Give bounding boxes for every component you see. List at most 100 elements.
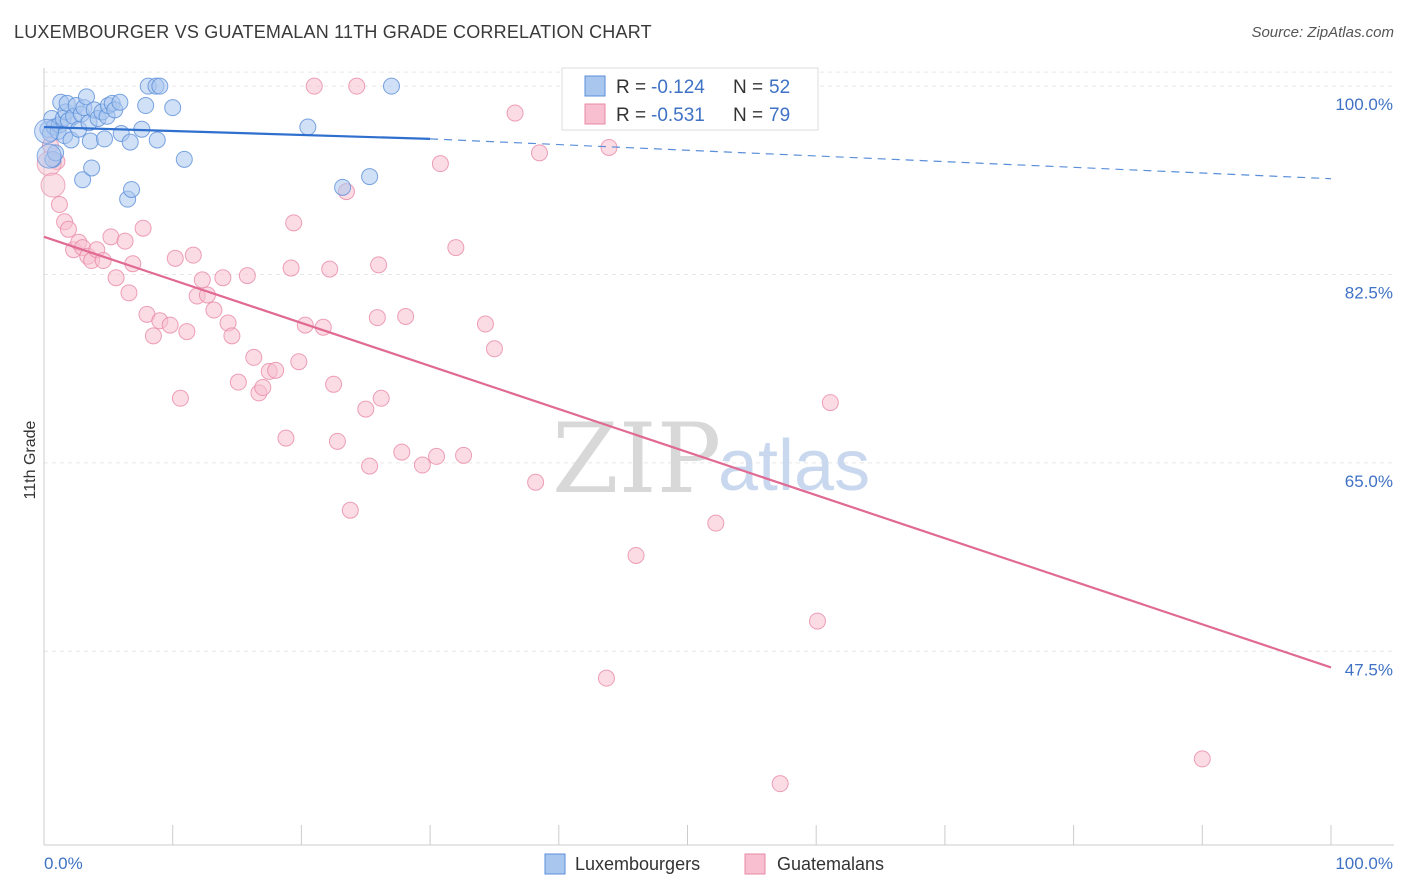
luxembourgers-point <box>382 77 400 95</box>
legend-n-value-1: 52 <box>769 77 790 98</box>
luxembourgers-point <box>77 88 95 106</box>
guatemalans-point <box>328 432 346 450</box>
legend: R = -0.124 N = 52 R = -0.531 N = 79 <box>561 67 819 131</box>
x-tick-labels: 0.0% 100.0% <box>44 854 1393 873</box>
guatemalans-point <box>214 269 232 287</box>
guatemalans-point <box>102 228 120 246</box>
luxembourgers-point <box>361 168 379 186</box>
legend-n-value-2: 79 <box>769 105 790 126</box>
guatemalans-point <box>348 77 366 95</box>
legend-swatch-luxembourgers <box>584 75 606 97</box>
guatemalans-point <box>455 446 473 464</box>
guatemalans-point <box>393 443 411 461</box>
guatemalans-point-large <box>40 172 66 198</box>
guatemalans-point <box>368 309 386 327</box>
guatemalans-point <box>431 155 449 173</box>
legend-r-value-1: -0.124 <box>651 77 705 98</box>
guatemalans-point <box>707 514 725 532</box>
guatemalans-point <box>290 353 308 371</box>
trend-guatemalans <box>43 235 1332 669</box>
guatemalans-point <box>527 473 545 491</box>
bottom-legend: Luxembourgers Guatemalans <box>544 853 884 875</box>
guatemalans-point <box>229 373 247 391</box>
luxembourgers-point <box>164 99 182 117</box>
guatemalans-point <box>161 316 179 334</box>
luxembourgers-point-large <box>34 118 60 144</box>
bottom-legend-guatemalans: Guatemalans <box>777 854 884 874</box>
guatemalans-point <box>238 267 256 285</box>
guatemalans-point <box>597 669 615 687</box>
y-tick-label-2: 65.0% <box>1345 472 1393 491</box>
guatemalans-point <box>771 775 789 793</box>
luxembourgers-point <box>81 132 99 150</box>
guatemalans-point <box>397 307 415 325</box>
guatemalans-point <box>447 239 465 257</box>
series-luxembourgers <box>34 77 400 208</box>
guatemalans-point <box>357 400 375 418</box>
guatemalans-point <box>361 457 379 475</box>
luxembourgers-point <box>148 131 166 149</box>
y-tick-label-0: 100.0% <box>1335 95 1393 114</box>
luxembourgers-point <box>151 77 169 95</box>
guatemalans-point <box>193 271 211 289</box>
guatemalans-point <box>166 249 184 267</box>
x-tick-label-1: 100.0% <box>1335 854 1393 873</box>
guatemalans-point <box>277 429 295 447</box>
guatemalans-point <box>476 315 494 333</box>
guatemalans-point <box>305 77 323 95</box>
trend-lines <box>43 125 1332 669</box>
guatemalans-point <box>178 323 196 341</box>
guatemalans-point <box>254 379 272 397</box>
guatemalans-point <box>120 284 138 302</box>
bottom-legend-swatch-guatemalans <box>744 853 766 875</box>
guatemalans-point <box>94 252 112 270</box>
watermark-zip: ZIP <box>552 403 721 515</box>
guatemalans-point <box>245 348 263 366</box>
legend-r-label-1: R = <box>616 77 646 98</box>
bottom-legend-luxembourgers: Luxembourgers <box>575 854 700 874</box>
luxembourgers-point <box>123 180 141 198</box>
watermark: ZIP atlas <box>552 403 870 515</box>
guatemalans-point <box>285 214 303 232</box>
luxembourgers-point <box>137 97 155 115</box>
guatemalans-point <box>282 259 300 277</box>
legend-n-label-2: N = <box>733 105 763 126</box>
y-tick-label-1: 82.5% <box>1345 284 1393 303</box>
guatemalans-point <box>325 375 343 393</box>
luxembourgers-point <box>334 178 352 196</box>
guatemalans-point <box>808 612 826 630</box>
guatemalans-point <box>627 546 645 564</box>
guatemalans-point <box>223 327 241 345</box>
guatemalans-point <box>59 220 77 238</box>
guatemalans-point <box>506 104 524 122</box>
guatemalans-point <box>485 340 503 358</box>
luxembourgers-point <box>111 93 129 111</box>
bottom-legend-swatch-luxembourgers <box>544 853 566 875</box>
luxembourgers-point <box>83 159 101 177</box>
legend-r-value-2: -0.531 <box>651 105 705 126</box>
y-tick-labels: 100.0% 82.5% 65.0% 47.5% <box>1335 95 1393 679</box>
guatemalans-point <box>413 456 431 474</box>
guatemalans-point <box>184 246 202 264</box>
source-label: Source: ZipAtlas.com <box>1251 24 1394 41</box>
guatemalans-point <box>205 301 223 319</box>
guatemalans-point <box>821 394 839 412</box>
luxembourgers-point <box>121 133 139 151</box>
guatemalans-point <box>107 269 125 287</box>
guatemalans-point <box>144 327 162 345</box>
guatemalans-point <box>267 361 285 379</box>
guatemalans-point <box>530 144 548 162</box>
y-axis-label: 11th Grade <box>22 420 39 499</box>
luxembourgers-point <box>299 118 317 136</box>
axes <box>43 68 1394 846</box>
guatemalans-point <box>428 447 446 465</box>
guatemalans-point <box>341 501 359 519</box>
guatemalans-point <box>50 196 68 214</box>
y-tick-label-3: 47.5% <box>1345 660 1393 679</box>
trend-luxembourgers-solid <box>43 125 431 140</box>
x-tick-label-0: 0.0% <box>44 854 83 873</box>
luxembourgers-point <box>74 171 92 189</box>
guatemalans-point <box>134 219 152 237</box>
legend-swatch-guatemalans <box>584 103 606 125</box>
